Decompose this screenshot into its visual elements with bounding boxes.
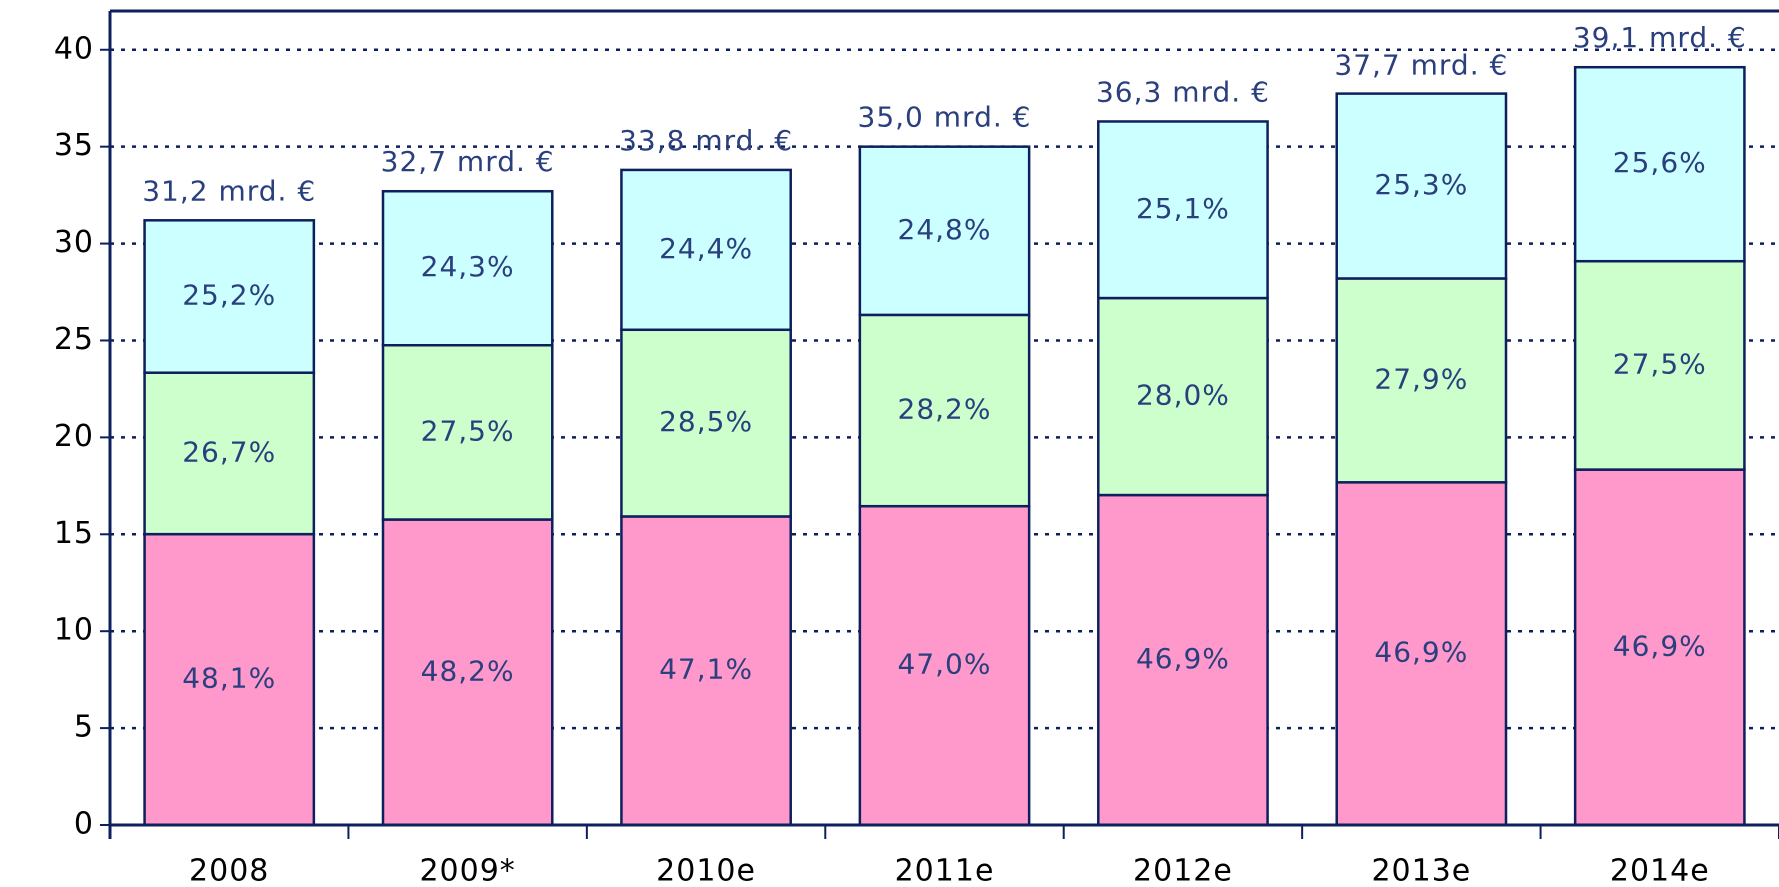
bar-segment <box>1335 92 1508 280</box>
segment-label: 27,9% <box>1374 362 1468 395</box>
y-tick-label: 15 <box>54 516 94 551</box>
segment-label: 25,1% <box>1136 192 1230 225</box>
bar-segment <box>1573 65 1746 263</box>
segment-label: 27,5% <box>1613 347 1707 380</box>
bar-segment <box>1335 481 1508 827</box>
y-tick-label: 25 <box>54 322 94 357</box>
segment-label: 25,6% <box>1613 146 1707 179</box>
segment-label: 28,5% <box>659 405 753 438</box>
segment-label: 47,1% <box>659 653 753 686</box>
y-tick-label: 40 <box>54 31 94 66</box>
bar-segment <box>620 328 792 518</box>
segment-label: 24,3% <box>421 250 515 283</box>
segment-label: 46,9% <box>1136 642 1230 675</box>
y-tick-label: 30 <box>54 225 94 260</box>
segment-label: 28,0% <box>1136 379 1230 412</box>
total-label: 37,7 mrd. € <box>1334 48 1508 81</box>
bar-segment <box>858 145 1031 317</box>
bar-segment <box>381 518 554 827</box>
x-tick-label: 2013e <box>1371 854 1471 887</box>
bar-segment <box>381 189 554 347</box>
bar-segment <box>143 219 316 374</box>
total-label: 31,2 mrd. € <box>142 174 316 207</box>
segment-label: 25,3% <box>1374 168 1468 201</box>
bar-segment <box>1097 493 1269 827</box>
bar-segment <box>1097 120 1269 300</box>
segment-label: 46,9% <box>1374 636 1468 669</box>
bar-segment <box>858 504 1031 827</box>
total-label: 33,8 mrd. € <box>619 124 793 157</box>
total-label: 36,3 mrd. € <box>1096 75 1270 108</box>
bar-segment <box>143 532 316 827</box>
bar-segment <box>1097 296 1269 497</box>
segment-label: 48,2% <box>421 654 515 687</box>
segment-label: 26,7% <box>182 435 276 468</box>
total-label: 32,7 mrd. € <box>381 145 555 178</box>
segment-label: 25,2% <box>182 279 276 312</box>
y-tick-label: 5 <box>74 710 94 745</box>
x-tick-label: 2012e <box>1133 854 1233 887</box>
bar-segment <box>858 313 1031 508</box>
bar-segment <box>620 168 792 332</box>
total-label: 35,0 mrd. € <box>858 101 1032 134</box>
x-tick-label: 2014e <box>1610 854 1710 887</box>
bar-segment <box>381 343 554 521</box>
bar-segment <box>1335 277 1508 484</box>
segment-label: 46,9% <box>1613 629 1707 662</box>
y-tick-label: 10 <box>54 613 94 648</box>
segment-label: 47,0% <box>898 648 992 681</box>
x-tick-label: 2010e <box>656 854 756 887</box>
y-tick-label: 35 <box>54 128 94 163</box>
bar-segment <box>620 515 792 827</box>
segment-label: 48,1% <box>182 662 276 695</box>
bar-segment <box>1573 468 1746 827</box>
segment-label: 28,2% <box>898 393 992 426</box>
bar-segment <box>143 371 316 536</box>
y-tick-label: 0 <box>74 807 94 842</box>
x-tick-label: 2008 <box>189 854 269 887</box>
x-tick-label: 2011e <box>895 854 995 887</box>
bar-segment <box>1573 259 1746 471</box>
segment-label: 24,8% <box>898 213 992 246</box>
total-label: 39,1 mrd. € <box>1573 21 1747 54</box>
x-tick-label: 2009* <box>419 854 515 887</box>
y-tick-label: 20 <box>54 419 94 454</box>
segment-label: 27,5% <box>421 414 515 447</box>
segment-label: 24,4% <box>659 232 753 265</box>
